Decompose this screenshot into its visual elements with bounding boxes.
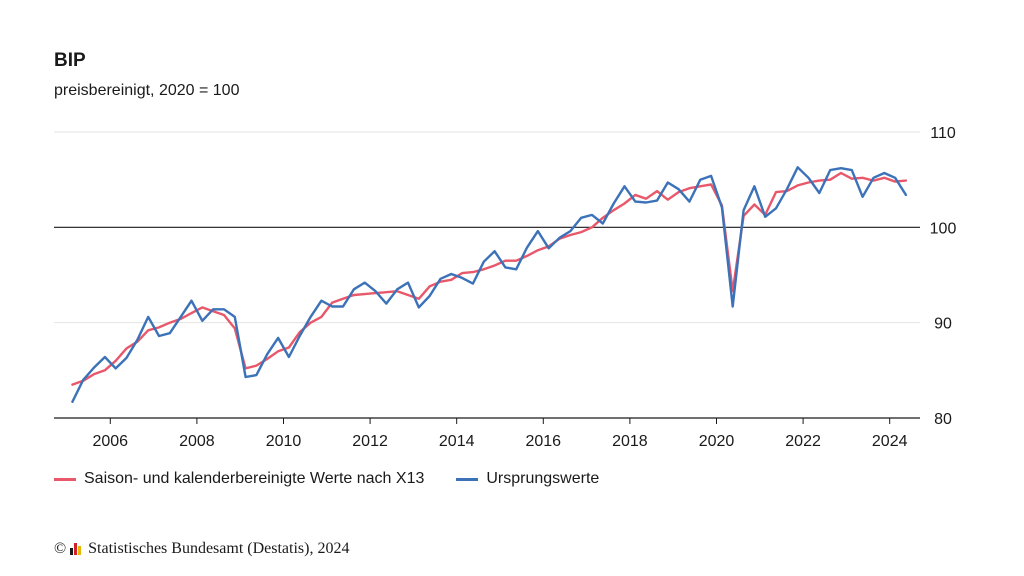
copyright-icon: © (54, 540, 67, 557)
legend: Saison- und kalenderbereinigte Werte nac… (54, 470, 631, 488)
legend-item-original[interactable]: Ursprungswerte (456, 470, 599, 488)
x-tick-label-2008: 2008 (179, 433, 215, 450)
x-tick-label-2018: 2018 (612, 433, 648, 450)
y-tick-label-100: 100 (930, 220, 957, 237)
destatis-logo-icon (70, 543, 82, 555)
chart-subtitle: preisbereinigt, 2020 = 100 (54, 82, 240, 99)
x-tick-label-2012: 2012 (352, 433, 388, 450)
y-tick-label-110: 110 (930, 125, 956, 142)
legend-swatch-original (456, 477, 479, 481)
y-tick-label-90: 90 (934, 316, 952, 333)
x-tick-label-2024: 2024 (872, 433, 908, 450)
x-tick-label-2022: 2022 (785, 433, 821, 450)
legend-label-original: Ursprungswerte (486, 470, 600, 487)
x-tick-label-2006: 2006 (92, 433, 128, 450)
legend-label-seasonal: Saison- und kalenderbereinigte Werte nac… (84, 470, 425, 487)
x-tick-label-2010: 2010 (266, 433, 302, 450)
chart-title: BIP (54, 50, 86, 71)
y-tick-label-80: 80 (934, 411, 952, 428)
source-credit: © Statistisches Bundesamt (Destatis), 20… (54, 540, 349, 558)
series-line-original (71, 166, 908, 403)
x-tick-label-2020: 2020 (699, 433, 735, 450)
legend-item-seasonal[interactable]: Saison- und kalenderbereinigte Werte nac… (54, 470, 424, 488)
x-tick-label-2016: 2016 (525, 433, 561, 450)
source-text: Statistisches Bundesamt (Destatis), 2024 (88, 540, 350, 557)
legend-swatch-seasonal (54, 477, 76, 481)
series-line-seasonal-adjusted (71, 171, 908, 386)
x-tick-label-2014: 2014 (439, 433, 475, 450)
